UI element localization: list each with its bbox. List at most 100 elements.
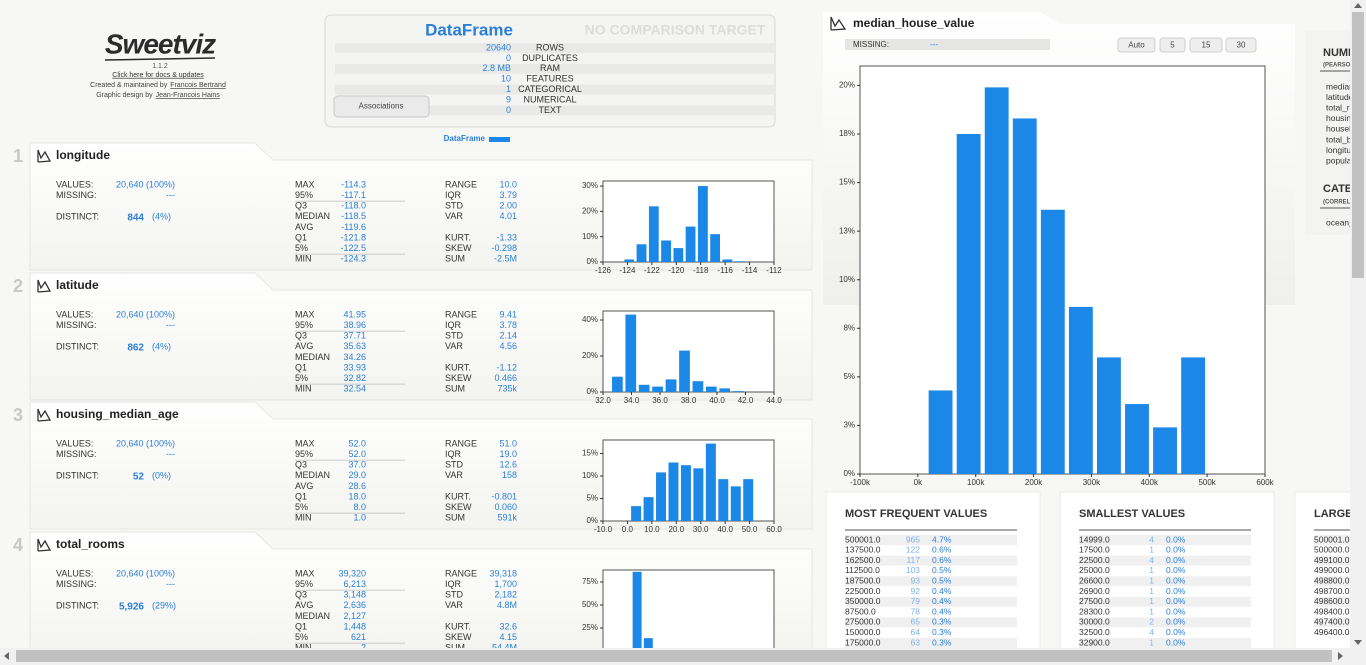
- stat-label: 95%: [295, 449, 313, 459]
- table-value: 162500.0: [845, 555, 881, 565]
- y-tick-label: 20%: [839, 81, 855, 90]
- stat-value: 591k: [497, 513, 517, 523]
- table-value: 17500.0: [1079, 545, 1110, 555]
- x-tick-label: 0.0: [622, 525, 634, 534]
- docs-link[interactable]: Click here for docs & updates: [112, 72, 204, 79]
- field-value: ---: [166, 449, 175, 459]
- feature-name: latitude: [56, 278, 99, 292]
- table-value: 500000.0: [1314, 545, 1350, 555]
- stat-value: -0.801: [491, 491, 517, 501]
- v-scroll-thumb[interactable]: [1352, 12, 1364, 278]
- summary-label: FEATURES: [526, 74, 573, 84]
- bin-button[interactable]: [1117, 37, 1156, 53]
- summary-value: 9: [506, 94, 511, 104]
- stat-label: SKEW: [445, 632, 472, 642]
- summary-label: DUPLICATES: [522, 53, 578, 63]
- row-stripe: [335, 43, 775, 53]
- x-tick-label: 500k: [1198, 478, 1216, 487]
- histogram-bar: [638, 384, 650, 392]
- stat-value: 37.0: [348, 460, 366, 470]
- row-stripe: [335, 84, 775, 95]
- stat-value: 29.0: [348, 470, 366, 480]
- table-percent: 0.0%: [1166, 575, 1186, 585]
- bin-button-label[interactable]: 30: [1237, 41, 1246, 50]
- histogram-bar: [734, 261, 745, 262]
- histogram-bar: [705, 443, 716, 521]
- table-percent: 0.6%: [932, 545, 952, 555]
- stat-label: STD: [445, 331, 464, 341]
- stat-label: AVG: [295, 600, 313, 610]
- table-percent: 0.4%: [932, 596, 952, 606]
- y-tick-label: 15%: [582, 449, 598, 458]
- histogram-bar: [1097, 357, 1121, 474]
- histogram-bar: [624, 259, 635, 262]
- bin-button-label[interactable]: 15: [1202, 41, 1211, 50]
- x-tick-label: 38.0: [681, 396, 697, 405]
- stat-value: 52.0: [348, 449, 366, 459]
- histogram-bar: [648, 206, 659, 262]
- stat-label: SKEW: [445, 502, 472, 512]
- table-percent: 0.5%: [932, 565, 952, 575]
- histogram-bar: [1012, 118, 1037, 474]
- histogram-bar: [668, 462, 679, 521]
- x-tick-label: 0k: [914, 478, 923, 487]
- assoc-feature: total_bedrooms: [1326, 134, 1366, 144]
- stat-label: STD: [445, 201, 464, 211]
- v-scroll-arrow[interactable]: [1354, 640, 1362, 645]
- histogram-bar: [680, 465, 691, 521]
- table-value: 27500.0: [1079, 596, 1110, 606]
- stat-label: SKEW: [445, 243, 472, 253]
- row-stripe: [1079, 596, 1251, 607]
- x-tick-label: 10.0: [644, 525, 660, 534]
- field-label: MISSING:: [56, 190, 97, 200]
- summary-label: TEXT: [538, 105, 562, 115]
- h-scroll-arrow[interactable]: [1338, 652, 1343, 660]
- y-tick-label: 40%: [582, 315, 598, 324]
- table-count: 1: [1149, 545, 1154, 555]
- distinct-percent: (4%): [152, 211, 171, 221]
- summary-value: 2.8 MB: [482, 63, 511, 73]
- histogram-bar: [743, 479, 754, 521]
- table-count: 78: [911, 606, 921, 616]
- table-percent: 4.7%: [932, 534, 952, 544]
- row-stripe: [1079, 617, 1251, 628]
- h-scroll-thumb[interactable]: [16, 650, 1332, 662]
- stat-label: Q1: [295, 362, 307, 372]
- row-stripe: [1079, 576, 1251, 587]
- x-tick-label: 50.0: [742, 525, 758, 534]
- bin-button-label[interactable]: 5: [1170, 41, 1175, 50]
- stat-label: SUM: [445, 254, 465, 264]
- stat-label: VAR: [445, 470, 463, 480]
- bin-button-label[interactable]: Auto: [1128, 41, 1145, 50]
- feature-icon: [37, 279, 52, 293]
- histogram-bar: [719, 388, 731, 392]
- row-stripe: [1079, 535, 1251, 545]
- assoc-subtitle: (CORRELATION RATIO, 0 to 1): [1323, 200, 1366, 206]
- stat-label: STD: [445, 460, 464, 470]
- detail-icon: [830, 16, 847, 31]
- v-scroll-arrow[interactable]: [1354, 3, 1362, 8]
- table-percent: 0.0%: [1166, 586, 1186, 596]
- y-tick-label: 20%: [582, 351, 598, 360]
- table-value: 32900.0: [1079, 637, 1110, 647]
- associations-button[interactable]: [333, 95, 430, 118]
- stat-value: 19.0: [499, 449, 517, 459]
- summary-value: 10: [501, 74, 511, 84]
- h-scroll-arrow[interactable]: [4, 652, 9, 660]
- bin-button[interactable]: [1225, 37, 1257, 53]
- x-tick-label: -10.0: [594, 525, 613, 534]
- histogram-bar: [661, 240, 672, 262]
- feature-icon: [37, 538, 52, 552]
- stat-value: 52.0: [348, 438, 366, 448]
- associations-card: [1305, 30, 1350, 235]
- stat-value: 12.6: [499, 460, 517, 470]
- bin-button[interactable]: [1189, 37, 1223, 53]
- histogram-bar: [693, 468, 704, 521]
- histogram-bar: [665, 379, 677, 392]
- stat-value: 18.0: [348, 491, 366, 501]
- associations-button-label[interactable]: Associations: [359, 102, 404, 111]
- histogram-bar: [1125, 404, 1149, 474]
- table-value: 499100.0: [1314, 555, 1350, 565]
- stat-label: RANGE: [445, 568, 477, 578]
- bin-button[interactable]: [1159, 37, 1186, 53]
